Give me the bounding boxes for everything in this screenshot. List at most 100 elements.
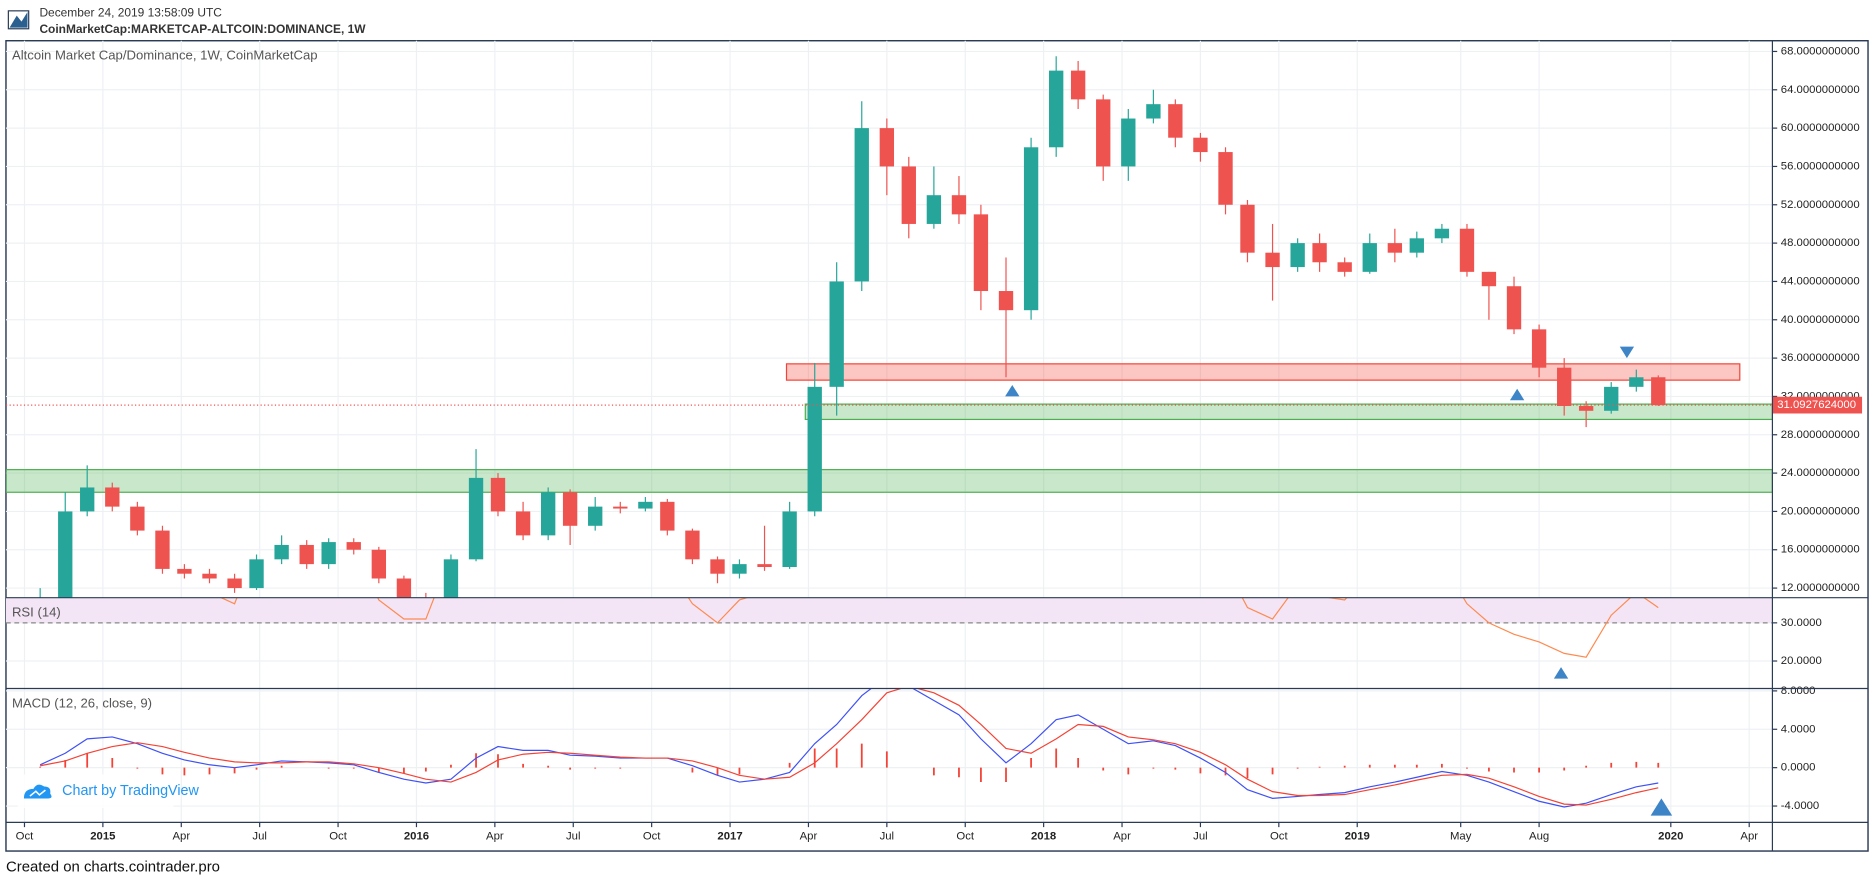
y-tick-label: 28.0000000000 — [1781, 429, 1860, 441]
y-tick-label: 64.0000000000 — [1781, 84, 1860, 96]
header-symbol: CoinMarketCap:MARKETCAP-ALTCOIN:DOMINANC… — [39, 22, 366, 36]
candle-body — [1312, 243, 1327, 263]
y-tick-label: 48.0000000000 — [1781, 237, 1860, 249]
tradingview-logo — [16, 774, 175, 809]
macd-title: MACD (12, 26, close, 9) — [12, 696, 152, 711]
y-tick-label: 44.0000000000 — [1781, 275, 1860, 287]
candle-body — [105, 487, 120, 507]
watermark: Chart by TradingView — [62, 783, 199, 799]
y-tick-label: 20.0000 — [1781, 655, 1822, 667]
zone — [804, 403, 1773, 421]
candle-body — [1218, 152, 1233, 205]
candle-body — [588, 506, 603, 526]
candle-body — [782, 511, 797, 567]
candle-body — [1506, 286, 1522, 330]
x-tick-label: 2019 — [1345, 831, 1370, 843]
candle-body — [1362, 243, 1377, 272]
grid — [5, 40, 1773, 823]
last-price-label: 31.0927624000 — [1777, 399, 1856, 411]
x-tick-label: Oct — [329, 831, 347, 843]
chart-title: Altcoin Market Cap/Dominance, 1W, CoinMa… — [12, 48, 318, 63]
x-tick-label: Oct — [643, 831, 661, 843]
candle-body — [80, 487, 95, 512]
x-tick-label: Apr — [800, 831, 818, 843]
rsi-pane — [5, 597, 1773, 679]
x-tick-label: Apr — [172, 831, 190, 843]
x-tick-label: Oct — [1270, 831, 1288, 843]
x-tick-label: Aug — [1529, 831, 1549, 843]
candle-body — [1168, 104, 1183, 138]
candle-body — [155, 530, 170, 569]
y-tick-label: 52.0000000000 — [1781, 199, 1860, 211]
x-tick-label: 2020 — [1658, 831, 1683, 843]
candle-body — [613, 506, 628, 509]
candle-body — [1096, 99, 1111, 167]
candle-body — [732, 564, 747, 574]
signal-marker — [1619, 346, 1635, 359]
y-tick-label: 40.0000000000 — [1781, 314, 1860, 326]
candle-body — [1531, 329, 1547, 368]
candle-body — [227, 578, 242, 589]
x-tick-label: 2015 — [90, 831, 115, 843]
candle-body — [321, 542, 336, 565]
candle-body — [249, 559, 264, 589]
y-tick-label: 4.0000 — [1781, 723, 1816, 735]
candle-body — [1459, 228, 1475, 272]
candle-body — [468, 477, 484, 560]
y-tick-label: 60.0000000000 — [1781, 122, 1860, 134]
x-tick-label: 2016 — [404, 831, 429, 843]
candle-body — [58, 511, 73, 598]
last-price-box — [1772, 396, 1863, 414]
candle-body — [660, 501, 675, 531]
footer: Created on charts.cointrader.pro — [6, 859, 220, 876]
candle-body — [274, 544, 289, 560]
candle-body — [854, 128, 869, 282]
candle-body — [757, 564, 772, 567]
macd-pane — [39, 688, 1673, 816]
candle-body — [540, 492, 556, 536]
header-date: December 24, 2019 13:58:09 UTC — [39, 5, 222, 19]
x-tick-label: 2018 — [1031, 831, 1056, 843]
y-tick-label: 30.0000 — [1781, 617, 1822, 629]
candle-body — [1387, 243, 1403, 253]
y-tick-label: -4.0000 — [1781, 800, 1819, 812]
x-tick-label: 2017 — [717, 831, 742, 843]
x-tick-label: Jul — [566, 831, 581, 843]
candle-body — [1193, 137, 1208, 153]
rsi-band — [5, 597, 1773, 623]
candle-body — [685, 530, 700, 560]
candle-body — [346, 542, 361, 550]
candle-body — [1146, 104, 1161, 119]
axes: Oct 2015 Apr Jul Oct 2016 Apr Jul Oct 2017 Apr Jul O… — [16, 45, 1863, 843]
macd-line — [40, 688, 1659, 806]
x-tick-label: May — [1450, 831, 1472, 843]
logo — [7, 10, 30, 30]
candle-body — [901, 166, 916, 224]
x-tick-label: Apr — [1113, 831, 1131, 843]
price-pane — [5, 56, 1773, 598]
candle-body — [1240, 204, 1255, 253]
signal-marker — [1005, 384, 1020, 397]
candle-body — [1629, 377, 1644, 387]
y-tick-label: 8.0000 — [1781, 685, 1816, 697]
y-tick-label: 68.0000000000 — [1781, 45, 1860, 57]
candle-body — [829, 281, 844, 387]
x-tick-label: Apr — [486, 831, 504, 843]
signal-marker — [1509, 388, 1525, 401]
zone — [5, 469, 1773, 493]
candle-body — [202, 573, 217, 579]
signal-marker — [1553, 667, 1569, 679]
candle-body — [1604, 386, 1619, 411]
candle-body — [1337, 262, 1352, 272]
x-tick-label: Oct — [16, 831, 34, 843]
x-tick-label: Jul — [880, 831, 895, 843]
candle-body — [879, 128, 895, 167]
candle-body — [1049, 70, 1064, 148]
candle-body — [1070, 70, 1086, 100]
candle-body — [130, 506, 145, 531]
candle-body — [443, 559, 459, 598]
candle-body — [710, 559, 725, 574]
y-tick-label: 36.0000000000 — [1781, 352, 1860, 364]
